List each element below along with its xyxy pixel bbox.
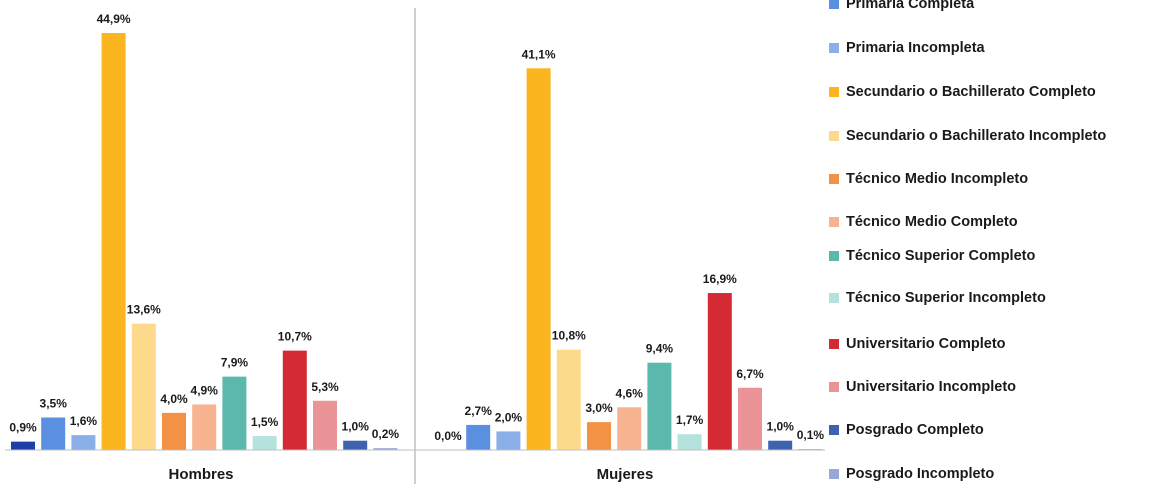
legend-label: Posgrado Completo (846, 422, 984, 438)
legend-swatch (829, 382, 839, 392)
legend-item: Universitario Completo (829, 334, 1006, 354)
value-label-hombres-5: 4,0% (160, 392, 188, 406)
value-label-mujeres-5: 3,0% (585, 401, 613, 415)
bar-hombres-6 (192, 404, 217, 450)
bar-mujeres-9 (707, 293, 732, 450)
bar-hombres-7 (222, 376, 247, 450)
legend-label: Universitario Incompleto (846, 379, 1017, 395)
bar-hombres-12 (373, 448, 398, 450)
bar-mujeres-6 (617, 407, 642, 450)
value-label-mujeres-4: 10,8% (552, 329, 586, 343)
value-label-mujeres-10: 6,7% (736, 367, 764, 381)
bar-hombres-0 (11, 441, 35, 450)
legend-item: Posgrado Completo (829, 420, 984, 440)
value-label-mujeres-1: 2,7% (465, 404, 493, 418)
legend-item: Secundario o Bachillerato Completo (829, 82, 1096, 102)
bar-hombres-10 (313, 400, 337, 450)
value-labels-layer: 0,9% 0,0% 3,5% 2,7% 1,6% 2,0% 44,9% 41,1% 13,6% 1… (9, 12, 824, 443)
legend-item: Técnico Superior Completo (829, 246, 1035, 266)
bar-hombres-5 (162, 412, 186, 450)
legend-swatch (829, 217, 839, 227)
value-label-hombres-6: 4,9% (191, 383, 219, 397)
bars-layer (11, 33, 823, 451)
bar-mujeres-4 (556, 349, 581, 450)
value-label-hombres-3: 44,9% (97, 12, 131, 26)
value-label-hombres-12: 0,2% (372, 427, 400, 441)
value-label-mujeres-6: 4,6% (616, 386, 644, 400)
value-label-mujeres-7: 9,4% (646, 342, 674, 356)
value-label-mujeres-11: 1,0% (767, 420, 795, 434)
legend-label: Primaria Completa (846, 0, 975, 12)
legend-label: Secundario o Bachillerato Completo (846, 84, 1096, 100)
chart-legend: Primaria Completa Primaria Incompleta Secu… (829, 0, 1162, 492)
legend-item: Universitario Incompleto (829, 377, 1016, 397)
legend-item: Técnico Superior Incompleto (829, 288, 1046, 308)
value-label-mujeres-8: 1,7% (676, 413, 704, 427)
legend-item: Posgrado Incompleto (829, 464, 994, 484)
bar-hombres-3 (101, 33, 126, 450)
bar-hombres-4 (131, 323, 156, 450)
legend-item: Técnico Medio Completo (829, 212, 1018, 232)
value-label-mujeres-3: 41,1% (522, 47, 556, 61)
bar-hombres-9 (282, 350, 307, 450)
legend-swatch (829, 339, 839, 349)
legend-label: Secundario o Bachillerato Incompleto (846, 128, 1107, 144)
value-label-hombres-10: 5,3% (311, 380, 339, 394)
legend-item: Primaria Completa (829, 0, 974, 14)
value-label-hombres-0: 0,9% (9, 421, 37, 435)
bar-hombres-2 (71, 435, 96, 450)
legend-item: Técnico Medio Incompleto (829, 169, 1028, 189)
legend-label: Primaria Incompleta (846, 40, 985, 56)
bar-mujeres-3 (526, 68, 551, 451)
value-label-hombres-8: 1,5% (251, 415, 279, 429)
bar-hombres-11 (343, 440, 368, 450)
bar-mujeres-5 (587, 422, 611, 450)
legend-swatch (829, 293, 839, 303)
legend-swatch (829, 174, 839, 184)
bar-mujeres-2 (496, 431, 521, 450)
bar-mujeres-8 (677, 434, 702, 450)
legend-label: Universitario Completo (846, 336, 1006, 352)
value-label-hombres-2: 1,6% (70, 414, 98, 428)
legend-swatch (829, 43, 839, 53)
bar-mujeres-1 (466, 424, 491, 450)
legend-label: Técnico Medio Completo (846, 214, 1018, 230)
legend-swatch (829, 251, 839, 261)
bar-hombres-8 (252, 436, 277, 450)
value-label-mujeres-0: 0,0% (434, 429, 462, 443)
value-label-hombres-4: 13,6% (127, 303, 161, 317)
bar-mujeres-10 (738, 387, 762, 450)
bar-hombres-1 (41, 417, 66, 450)
category-label-mujeres: Mujeres (597, 466, 654, 483)
bar-chart: 0,9% 0,0% 3,5% 2,7% 1,6% 2,0% 44,9% 41,1% 13,6% 1… (5, 8, 825, 484)
value-label-hombres-11: 1,0% (342, 420, 370, 434)
value-label-mujeres-9: 16,9% (703, 272, 737, 286)
bar-mujeres-11 (768, 440, 793, 450)
category-label-hombres: Hombres (168, 466, 233, 483)
value-label-hombres-1: 3,5% (40, 396, 68, 410)
legend-swatch (829, 87, 839, 97)
legend-label: Técnico Medio Incompleto (846, 171, 1029, 187)
legend-swatch (829, 425, 839, 435)
legend-swatch (829, 131, 839, 141)
value-label-mujeres-2: 2,0% (495, 410, 523, 424)
legend-label: Posgrado Incompleto (846, 466, 995, 482)
legend-swatch (829, 469, 839, 479)
value-label-hombres-7: 7,9% (221, 356, 249, 370)
legend-item: Primaria Incompleta (829, 38, 985, 58)
legend-item: Secundario o Bachillerato Incompleto (829, 126, 1106, 146)
legend-swatch (829, 0, 839, 9)
bar-mujeres-7 (647, 362, 672, 450)
legend-label: Técnico Superior Incompleto (846, 290, 1046, 306)
legend-label: Técnico Superior Completo (846, 248, 1036, 264)
value-label-hombres-9: 10,7% (278, 330, 312, 344)
value-label-mujeres-12: 0,1% (797, 428, 825, 442)
